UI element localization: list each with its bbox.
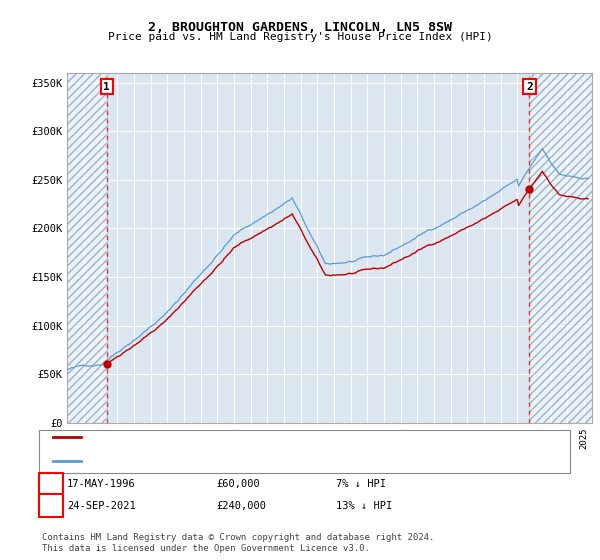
Bar xyxy=(529,73,592,423)
Text: 2: 2 xyxy=(47,501,55,511)
Text: 7% ↓ HPI: 7% ↓ HPI xyxy=(336,479,386,489)
Text: Price paid vs. HM Land Registry's House Price Index (HPI): Price paid vs. HM Land Registry's House … xyxy=(107,32,493,43)
Text: 17-MAY-1996: 17-MAY-1996 xyxy=(67,479,136,489)
Text: 1: 1 xyxy=(47,479,55,489)
Text: 2, BROUGHTON GARDENS, LINCOLN, LN5 8SW: 2, BROUGHTON GARDENS, LINCOLN, LN5 8SW xyxy=(148,21,452,34)
Bar xyxy=(67,73,107,423)
Text: 24-SEP-2021: 24-SEP-2021 xyxy=(67,501,136,511)
Text: 2, BROUGHTON GARDENS, LINCOLN, LN5 8SW (detached house): 2, BROUGHTON GARDENS, LINCOLN, LN5 8SW (… xyxy=(87,432,431,442)
Text: HPI: Average price, detached house, Lincoln: HPI: Average price, detached house, Linc… xyxy=(87,456,356,466)
Text: £60,000: £60,000 xyxy=(216,479,260,489)
Text: £240,000: £240,000 xyxy=(216,501,266,511)
Bar xyxy=(67,73,107,423)
Text: 2: 2 xyxy=(526,82,533,91)
Text: Contains HM Land Registry data © Crown copyright and database right 2024.
This d: Contains HM Land Registry data © Crown c… xyxy=(42,533,434,553)
Text: 1: 1 xyxy=(103,82,110,91)
Bar xyxy=(529,73,592,423)
Text: 13% ↓ HPI: 13% ↓ HPI xyxy=(336,501,392,511)
